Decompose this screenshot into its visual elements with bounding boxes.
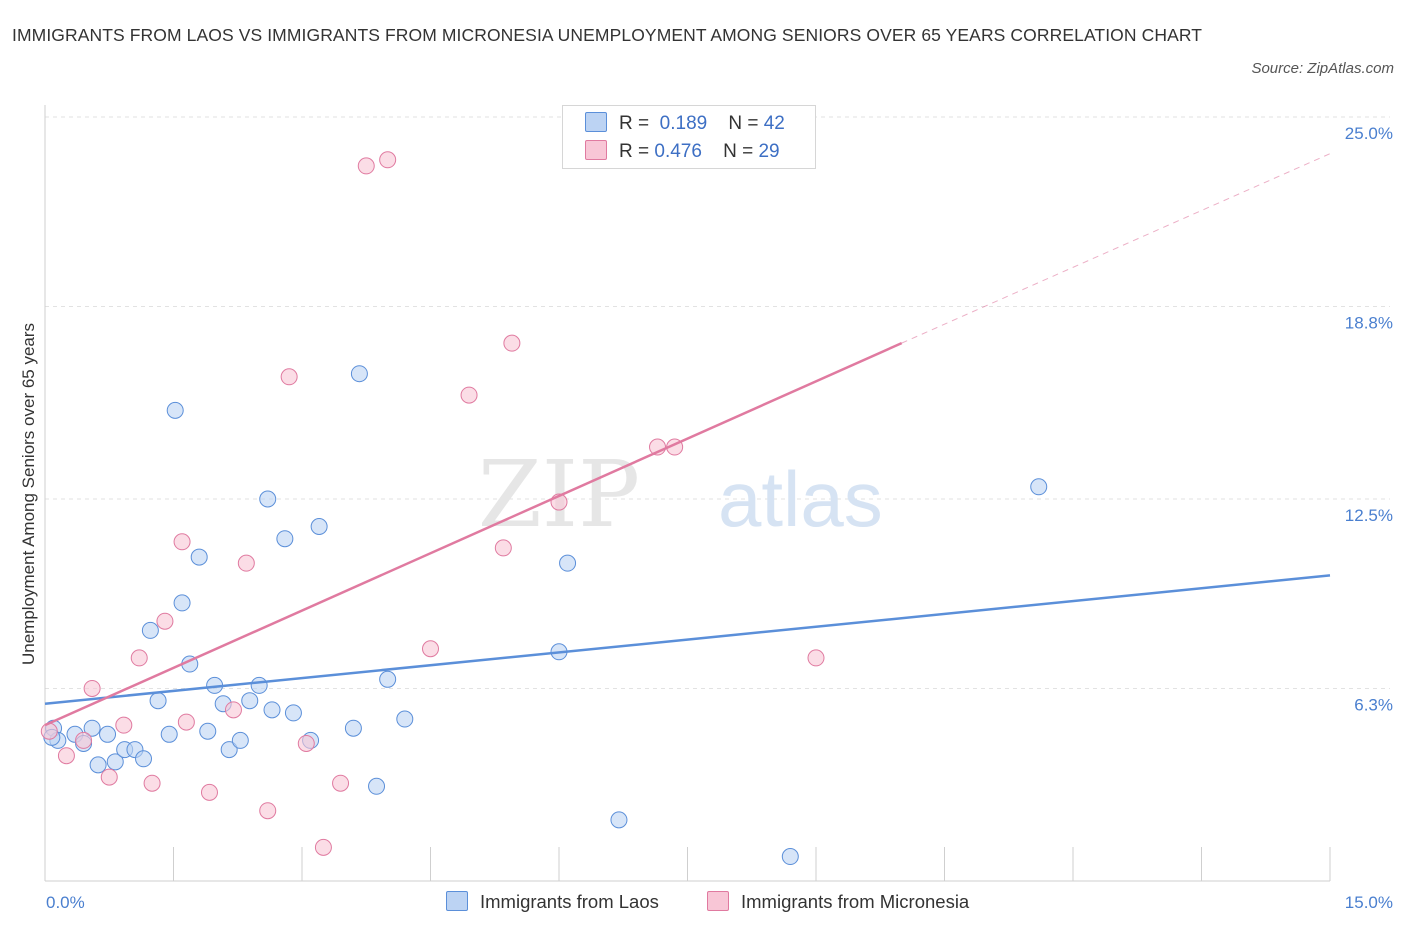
point-micronesia	[357, 157, 375, 175]
point-laos	[160, 725, 178, 743]
y-tick-label: 25.0%	[1345, 124, 1393, 143]
point-laos	[350, 365, 368, 383]
point-laos	[559, 554, 577, 572]
point-laos	[344, 719, 362, 737]
point-laos	[106, 753, 124, 771]
point-micronesia	[460, 386, 478, 404]
point-laos	[241, 692, 259, 710]
point-micronesia	[237, 554, 255, 572]
point-micronesia	[83, 679, 101, 697]
point-micronesia	[115, 716, 133, 734]
legend-row-micronesia: R = 0.476 N = 29	[585, 138, 780, 166]
bottom-legend-micronesia: Immigrants from Micronesia	[707, 889, 969, 915]
trend-line-micronesia-extension	[901, 153, 1331, 344]
y-tick-label: 12.5%	[1345, 506, 1393, 525]
point-micronesia	[224, 701, 242, 719]
point-micronesia	[494, 539, 512, 557]
point-laos	[231, 731, 249, 749]
watermark: ZIP atlas	[478, 441, 883, 548]
point-laos	[141, 621, 159, 639]
point-laos	[89, 756, 107, 774]
point-laos	[220, 741, 238, 759]
legend-r-value: 0.189	[659, 113, 708, 134]
point-laos	[259, 490, 277, 508]
bottom-legend-swatch-micronesia	[707, 891, 729, 911]
grid-lines	[45, 116, 1390, 689]
point-laos	[379, 670, 397, 688]
legend-n-label: N =	[723, 141, 754, 162]
point-laos	[1030, 478, 1048, 496]
point-laos	[310, 518, 328, 536]
point-laos	[173, 594, 191, 612]
point-laos	[263, 701, 281, 719]
point-micronesia	[173, 533, 191, 551]
point-micronesia	[57, 747, 75, 765]
bottom-legend-laos: Immigrants from Laos	[446, 889, 659, 915]
point-micronesia	[143, 774, 161, 792]
bottom-legend-label-micronesia: Immigrants from Micronesia	[741, 891, 970, 912]
point-micronesia	[503, 334, 521, 352]
axes	[44, 105, 1331, 882]
legend-row-laos: R = 0.189 N = 42	[585, 110, 785, 138]
legend-n-label: N =	[728, 113, 759, 134]
point-micronesia	[75, 731, 93, 749]
point-micronesia	[177, 713, 195, 731]
legend-r-label: R =	[619, 141, 650, 162]
point-laos	[199, 722, 217, 740]
point-micronesia	[280, 368, 298, 386]
point-micronesia	[807, 649, 825, 667]
point-micronesia	[130, 649, 148, 667]
y-axis-label: Unemployment Among Seniors over 65 years	[19, 323, 38, 665]
legend-r-value: 0.476	[654, 141, 702, 162]
chart-source: Source: ZipAtlas.com	[1251, 60, 1394, 77]
chart-title: IMMIGRANTS FROM LAOS VS IMMIGRANTS FROM …	[12, 25, 1203, 45]
point-laos	[276, 530, 294, 548]
point-micronesia	[100, 768, 118, 786]
x-tick-labels: 0.0% 15.0%	[46, 893, 1393, 912]
trend-line-laos	[44, 574, 1331, 705]
point-micronesia	[314, 838, 332, 856]
correlation-legend: R = 0.189 N = 42 R = 0.476 N = 29	[562, 105, 816, 169]
point-micronesia	[422, 640, 439, 658]
point-laos	[250, 676, 268, 694]
point-laos	[166, 401, 184, 419]
point-laos	[284, 704, 302, 722]
point-laos	[135, 750, 153, 768]
x-tick-label: 15.0%	[1345, 893, 1393, 912]
point-micronesia	[259, 802, 277, 820]
x-tick-label: 0.0%	[46, 893, 85, 912]
trend-lines	[44, 153, 1331, 727]
legend-r-label: R =	[619, 113, 650, 134]
legend-swatch-micronesia	[585, 140, 607, 160]
point-laos	[781, 848, 799, 866]
point-laos	[396, 710, 414, 728]
bottom-legend-label-laos: Immigrants from Laos	[480, 891, 659, 912]
point-micronesia	[332, 774, 350, 792]
point-laos	[368, 777, 386, 795]
legend-n-value: 42	[763, 113, 785, 134]
point-laos	[149, 692, 167, 710]
series-micronesia-points	[40, 151, 825, 856]
legend-swatch-laos	[585, 112, 607, 132]
point-laos	[190, 548, 208, 566]
point-micronesia	[379, 151, 397, 169]
y-tick-label: 6.3%	[1354, 695, 1393, 714]
point-laos	[83, 719, 101, 737]
point-micronesia	[156, 612, 174, 630]
trend-line-micronesia	[44, 342, 903, 727]
legend-n-value: 29	[758, 141, 780, 162]
point-laos	[610, 811, 628, 829]
y-tick-label: 18.8%	[1345, 313, 1393, 332]
watermark-atlas: atlas	[718, 455, 883, 543]
series-laos-points	[43, 365, 1048, 866]
bottom-legend-swatch-laos	[446, 891, 468, 911]
point-laos	[99, 725, 117, 743]
y-tick-labels: 6.3% 12.5% 18.8% 25.0%	[1345, 124, 1393, 714]
point-micronesia	[200, 783, 218, 801]
point-micronesia	[40, 722, 58, 740]
point-micronesia	[297, 734, 315, 752]
